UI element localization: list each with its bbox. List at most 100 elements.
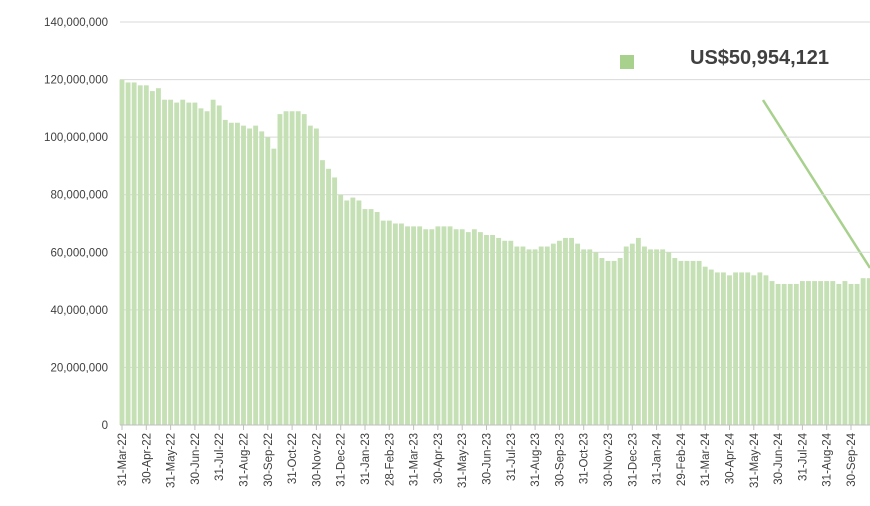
bar <box>362 209 368 425</box>
bar <box>332 177 338 425</box>
bar <box>544 246 550 425</box>
y-tick-label: 80,000,000 <box>50 190 108 202</box>
x-tick-label: 30-Apr-23 <box>433 433 445 484</box>
bar <box>465 232 471 425</box>
legend-swatch <box>620 55 634 69</box>
bar <box>793 283 799 425</box>
bar <box>435 226 441 425</box>
bar <box>648 249 653 425</box>
bar <box>532 249 538 425</box>
bar <box>496 237 502 425</box>
bar <box>702 266 708 425</box>
bar <box>781 283 787 425</box>
bar <box>708 269 714 425</box>
bar <box>720 272 726 425</box>
x-tick-label: 31-Dec-23 <box>627 433 639 487</box>
bar <box>490 235 496 425</box>
bar <box>265 137 271 425</box>
bar <box>168 99 174 425</box>
bar <box>745 272 751 425</box>
bar <box>253 125 259 425</box>
bar <box>392 223 398 425</box>
bar <box>569 237 574 425</box>
bar <box>471 229 477 425</box>
bar <box>149 91 155 425</box>
bar <box>368 209 374 425</box>
bar <box>508 240 514 425</box>
bar <box>380 220 386 425</box>
bar <box>757 272 763 425</box>
bar <box>356 200 362 425</box>
bar <box>502 240 508 425</box>
bar <box>222 119 228 425</box>
x-tick-label: 31-Oct-23 <box>579 433 591 484</box>
bar <box>277 114 283 425</box>
bar <box>204 111 210 425</box>
bar <box>259 131 265 425</box>
bar <box>587 249 593 425</box>
bar <box>830 281 836 425</box>
x-tick-label: 28-Feb-23 <box>384 433 396 486</box>
x-tick-label: 30-Apr-22 <box>141 433 153 484</box>
x-tick-label: 31-Dec-22 <box>336 433 348 487</box>
bar <box>313 128 319 425</box>
bar <box>137 85 143 425</box>
bar <box>477 232 483 425</box>
bar <box>818 281 824 425</box>
bar <box>156 88 161 425</box>
bar <box>143 85 149 425</box>
bar <box>514 246 520 425</box>
bar <box>374 211 380 425</box>
x-tick-label: 30-Nov-22 <box>311 433 323 487</box>
bar <box>666 252 672 425</box>
bar <box>484 235 489 425</box>
bar <box>684 260 690 425</box>
x-tick-label: 31-Mar-22 <box>117 433 129 486</box>
bar <box>241 125 246 425</box>
bar <box>751 275 757 425</box>
y-tick-label: 0 <box>102 420 108 432</box>
bar <box>672 258 678 425</box>
bar <box>611 260 617 425</box>
x-tick-label: 31-Aug-23 <box>530 433 542 487</box>
bar <box>806 281 811 425</box>
bar <box>174 102 180 425</box>
bar <box>429 229 435 425</box>
bar <box>399 223 404 425</box>
bar <box>538 246 544 425</box>
bar <box>228 122 234 425</box>
bar <box>344 200 350 425</box>
bar <box>350 197 356 425</box>
bar <box>386 220 392 425</box>
bar <box>556 240 562 425</box>
bar <box>447 226 453 425</box>
x-tick-label: 31-Jul-23 <box>506 433 518 481</box>
x-tick-label: 31-Mar-23 <box>409 433 421 486</box>
x-tick-label: 31-Oct-22 <box>287 433 299 484</box>
bar <box>320 160 325 425</box>
bar <box>605 260 611 425</box>
x-tick-label: 30-Sep-23 <box>554 433 566 487</box>
x-tick-label: 30-Jun-24 <box>773 432 785 484</box>
bar <box>799 281 805 425</box>
x-tick-label: 31-Mar-24 <box>700 432 712 486</box>
bar <box>216 105 222 425</box>
x-tick-label: 30-Nov-23 <box>603 433 615 487</box>
x-tick-label: 31-May-24 <box>749 432 761 488</box>
bar <box>593 252 599 425</box>
x-tick-label: 31-Jan-24 <box>652 432 664 484</box>
bar <box>550 243 556 425</box>
bar <box>417 226 423 425</box>
bar <box>581 249 587 425</box>
bar <box>125 82 131 425</box>
x-tick-label: 30-Jun-23 <box>482 433 494 485</box>
bar <box>848 283 854 425</box>
y-tick-label: 60,000,000 <box>50 247 108 259</box>
x-tick-label: 31-May-22 <box>166 433 178 488</box>
bar <box>563 237 568 425</box>
y-tick-label: 40,000,000 <box>50 305 108 317</box>
bar <box>301 114 307 425</box>
bar <box>180 99 186 425</box>
bar <box>824 281 830 425</box>
legend-label: US$50,954,121 <box>690 47 829 69</box>
